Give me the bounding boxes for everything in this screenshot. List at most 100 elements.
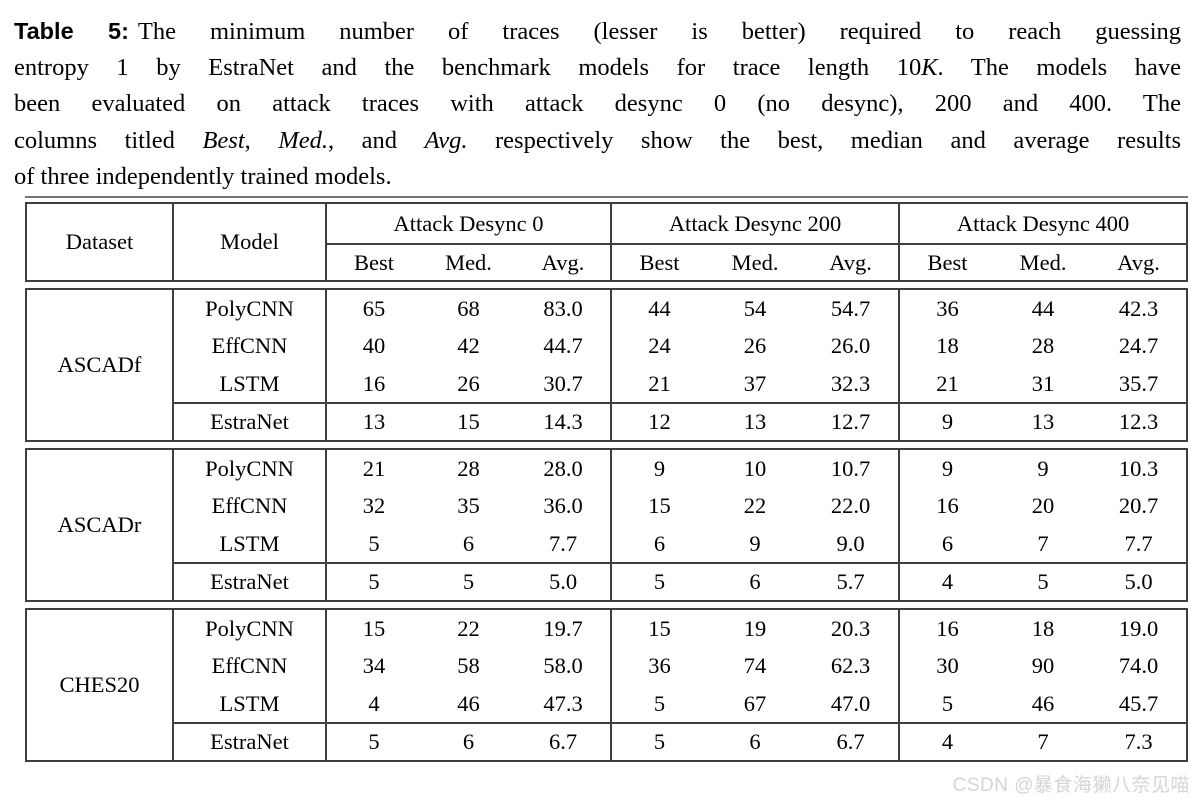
- value-cell: 5: [898, 685, 995, 723]
- caption-italic-run: Best: [202, 126, 245, 154]
- caption-text-run: entropy 1 by EstraNet and the benchmark …: [14, 54, 922, 82]
- value-cell: 22: [743, 493, 767, 518]
- value-cell: 44.7: [543, 333, 583, 358]
- value-cell: 35: [457, 493, 480, 518]
- value-cell: 21: [898, 365, 995, 403]
- model-cell: PolyCNN: [172, 609, 326, 647]
- model-cell: EstraNet: [172, 722, 326, 761]
- model-cell: PolyCNN: [172, 449, 326, 487]
- value-cell: 6: [707, 722, 803, 761]
- col-header-best: Best: [898, 243, 996, 281]
- value-cell: 20: [1031, 493, 1055, 518]
- header-row-groups: Dataset Model Attack Desync 0 Attack Des…: [26, 203, 1188, 281]
- col-header-med: Med.: [707, 243, 804, 281]
- table-row: EstraNet 5 5 5.0 5 6 5.7 4 5 5.0: [26, 562, 1187, 601]
- table-row: LSTM 16 26 30.7 21 37 32.3 21 31 35.7: [26, 365, 1187, 403]
- model-cell: EstraNet: [172, 562, 326, 601]
- value-cell: 36: [898, 289, 995, 327]
- value-cell: 9.0: [836, 530, 865, 556]
- table-top-rule: [25, 196, 1188, 198]
- value-cell: 6: [421, 722, 516, 761]
- value-cell: 7.7: [548, 530, 578, 556]
- value-cell: 5: [325, 562, 421, 601]
- value-cell: 5: [325, 525, 421, 563]
- value-cell: 28: [457, 455, 480, 481]
- caption-text-run: , and: [328, 126, 425, 154]
- value-cell: 37: [743, 370, 767, 396]
- col-header-avg: Avg.: [1091, 243, 1188, 281]
- value-cell: 42.3: [1118, 295, 1159, 321]
- value-cell: 13: [325, 402, 421, 441]
- value-cell: 6: [898, 525, 995, 563]
- value-cell: 5: [421, 562, 516, 601]
- value-cell: 26: [743, 333, 767, 358]
- caption-text-run: been evaluated on attack traces with att…: [14, 90, 1181, 118]
- col-header-desync-400: Attack Desync 400: [898, 203, 1188, 244]
- col-header-med: Med.: [421, 243, 516, 281]
- table-row: CHES20 PolyCNN 15 22 19.7 15 19 20.3 16 18 19.0: [26, 609, 1187, 697]
- value-cell: 6: [610, 525, 707, 563]
- value-cell: 36: [610, 647, 707, 685]
- value-cell: 83.0: [543, 295, 583, 321]
- value-cell: 47.3: [543, 690, 583, 716]
- value-cell: 74: [743, 653, 767, 678]
- value-cell: 20.3: [830, 615, 871, 641]
- header-row-sublabels: Best Med. Avg. Best Med. Avg. Best Med. …: [26, 243, 1188, 281]
- table-caption: Table 5: The minimum number of traces (le…: [14, 13, 1181, 195]
- caption-line: entropy 1 by EstraNet and the benchmark …: [14, 50, 1181, 86]
- value-cell: 15: [610, 609, 707, 647]
- value-cell: 7.3: [1091, 722, 1187, 761]
- value-cell: 21: [610, 365, 707, 403]
- value-cell: 12.7: [803, 402, 899, 441]
- value-cell: 24: [610, 327, 707, 365]
- value-cell: 13: [995, 402, 1091, 441]
- value-cell: 44: [610, 289, 707, 327]
- value-cell: 4: [898, 562, 995, 601]
- value-cell: 15: [325, 609, 421, 647]
- value-cell: 58.0: [543, 653, 583, 678]
- value-cell: 65: [325, 289, 421, 327]
- caption-line: columns titled Best, Med., and Avg. resp…: [14, 123, 1181, 159]
- value-cell: 5: [610, 685, 707, 723]
- col-header-model: Model: [172, 203, 326, 281]
- col-header-avg: Avg.: [516, 243, 612, 281]
- value-cell: 26.0: [830, 333, 871, 358]
- table-row: EstraNet 5 6 6.7 5 6 6.7 4 7 7.3: [26, 722, 1187, 761]
- table-header-section: Dataset Model Attack Desync 0 Attack Des…: [25, 202, 1189, 282]
- table-row: EffCNN 32 35 36.0 15 22 22.0 16 20 20.7: [26, 487, 1187, 525]
- value-cell: 40: [325, 327, 421, 365]
- value-cell: 10: [743, 455, 767, 481]
- value-cell: 15: [421, 402, 516, 441]
- caption-text-run: The minimum number of traces (lesser is …: [137, 18, 1181, 45]
- value-cell: 36.0: [543, 493, 583, 518]
- value-cell: 5.0: [516, 562, 611, 601]
- value-cell: 24.7: [1118, 333, 1159, 358]
- table-row: ASCADf PolyCNN 65 68 83.0 44 54 54.7 36 44 42.3: [26, 289, 1187, 377]
- caption-italic-run: Avg.: [424, 126, 468, 154]
- value-cell: 16: [898, 487, 995, 525]
- model-cell: LSTM: [172, 525, 326, 563]
- value-cell: 9: [610, 449, 707, 487]
- model-cell: LSTM: [172, 685, 326, 723]
- value-cell: 5.0: [1091, 562, 1187, 601]
- value-cell: 28: [1031, 333, 1055, 358]
- value-cell: 45.7: [1118, 690, 1159, 716]
- caption-italic-run: K: [921, 54, 938, 82]
- value-cell: 9: [898, 402, 995, 441]
- value-cell: 9: [1037, 455, 1049, 481]
- value-cell: 54.7: [830, 295, 871, 321]
- value-cell: 14.3: [516, 402, 611, 441]
- value-cell: 4: [898, 722, 995, 761]
- col-header-med: Med.: [995, 243, 1092, 281]
- caption-line: of three independently trained models.: [14, 159, 1181, 195]
- table-row: LSTM 4 46 47.3 5 67 47.0 5 46 45.7: [26, 685, 1187, 723]
- value-cell: 67: [743, 690, 767, 716]
- value-cell: 62.3: [830, 653, 871, 678]
- value-cell: 5: [325, 722, 421, 761]
- table-body-blocks: ASCADf PolyCNN 65 68 83.0 44 54 54.7 36 44 42.3 Eff…: [25, 288, 1188, 762]
- value-cell: 13: [707, 402, 803, 441]
- value-cell: 42: [457, 333, 480, 358]
- value-cell: 15: [610, 487, 707, 525]
- dataset-cell: ASCADf: [57, 352, 142, 377]
- value-cell: 54: [743, 295, 767, 321]
